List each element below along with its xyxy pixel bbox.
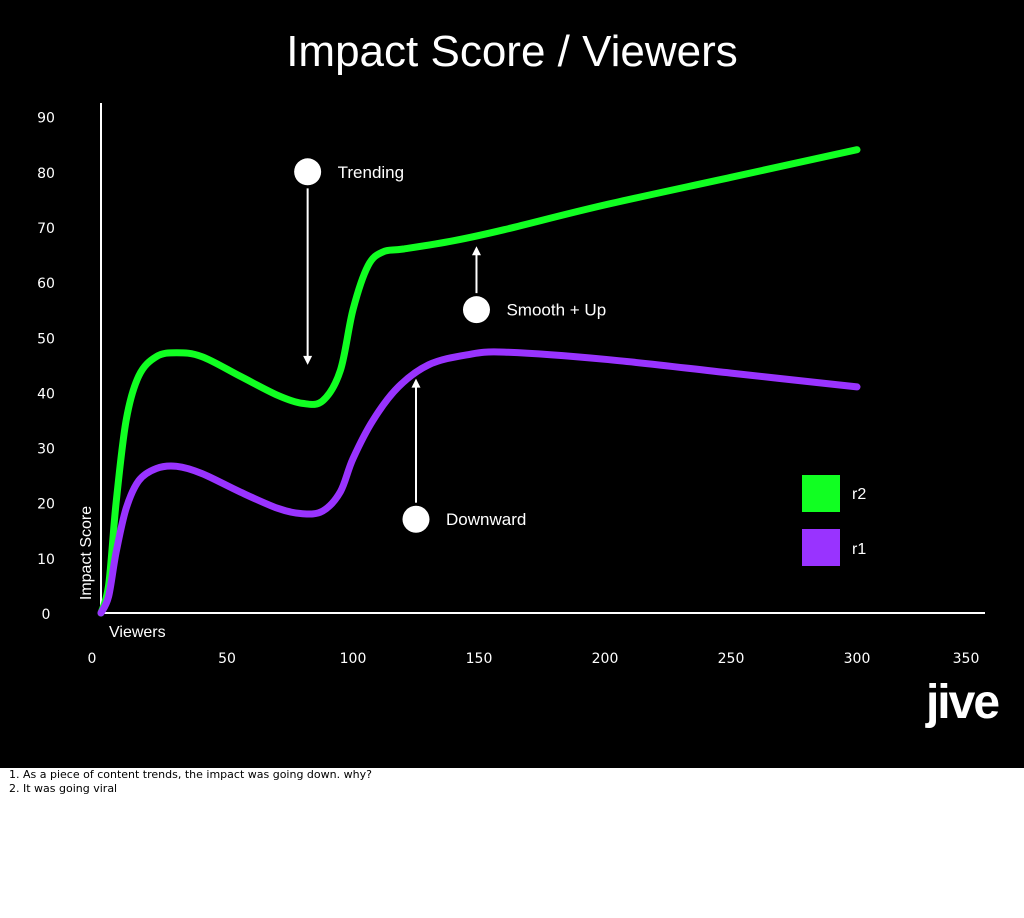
x-tick-labels: 0 50 100 150 200 250 300 350	[88, 651, 980, 667]
y-tick-label: 90	[37, 111, 55, 127]
y-tick-label: 50	[37, 331, 55, 347]
annotation-arrowhead-smooth-up	[471, 246, 481, 256]
y-tick-label: 80	[37, 166, 55, 182]
y-tick-label: 30	[37, 442, 55, 458]
x-axis-label: Viewers	[109, 624, 166, 641]
annotation-marker-downward	[402, 505, 430, 533]
annotation-marker-trending	[294, 158, 322, 186]
annotation-arrowhead-trending	[303, 355, 313, 365]
y-tick-label: 20	[37, 497, 55, 513]
series-line-r2	[97, 146, 861, 617]
annotations: Trending Smooth + Up Downward	[294, 158, 606, 533]
series-lines	[97, 146, 861, 617]
legend: r2 r1	[802, 475, 866, 566]
y-tick-label: 10	[37, 552, 55, 568]
y-tick-label: 40	[37, 386, 55, 402]
annotation-label-trending: Trending	[338, 163, 404, 182]
speaker-notes: 1. As a piece of content trends, the imp…	[9, 768, 1009, 796]
note-line: 2. It was going viral	[9, 782, 118, 795]
x-tick-label: 50	[218, 651, 236, 667]
legend-label-r1: r1	[852, 541, 866, 558]
y-axis-label: Impact Score	[78, 506, 95, 600]
annotation-label-smooth-up: Smooth + Up	[506, 301, 606, 320]
x-tick-label: 0	[88, 651, 97, 667]
x-tick-label: 100	[340, 651, 367, 667]
annotation-label-downward: Downward	[446, 510, 526, 529]
legend-swatch-r1	[802, 529, 840, 566]
annotation-arrowhead-downward	[411, 378, 421, 388]
x-tick-label: 200	[592, 651, 619, 667]
note-line: 1. As a piece of content trends, the imp…	[9, 768, 372, 781]
chart: Impact Score / Viewers 0 10 20 30 40 50 60 70 80…	[37, 27, 1001, 729]
x-tick-label: 150	[466, 651, 493, 667]
chart-title: Impact Score / Viewers	[286, 27, 738, 76]
legend-swatch-r2	[802, 475, 840, 512]
y-tick-labels: 0 10 20 30 40 50 60 70 80 90	[37, 111, 55, 623]
slide: Impact Score / Viewers 0 10 20 30 40 50 60 70 80…	[0, 0, 1024, 768]
series-line-r1	[97, 348, 861, 617]
x-tick-label: 300	[844, 651, 871, 667]
y-tick-label: 70	[37, 221, 55, 237]
x-tick-label: 350	[953, 651, 980, 667]
x-tick-label: 250	[718, 651, 745, 667]
y-tick-label: 0	[42, 607, 51, 623]
y-tick-label: 60	[37, 276, 55, 292]
annotation-marker-smooth-up	[462, 296, 490, 324]
legend-label-r2: r2	[852, 486, 866, 503]
jive-logo: jive	[925, 676, 999, 729]
